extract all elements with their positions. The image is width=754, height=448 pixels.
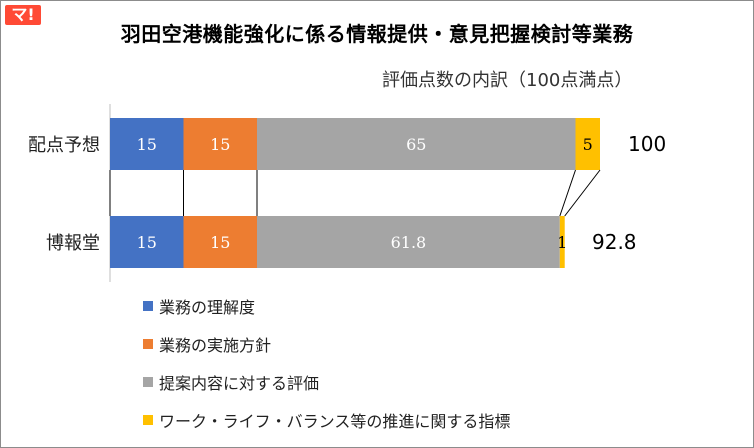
category-label: 配点予想 <box>28 135 100 156</box>
data-label: 1 <box>557 233 567 252</box>
legend-item-proposal: 提案内容に対する評価 <box>143 372 510 393</box>
bar-segment <box>559 216 565 268</box>
data-label: 65 <box>406 135 426 154</box>
data-label: 15 <box>137 233 157 252</box>
bar-segment <box>183 216 257 268</box>
legend-swatch <box>143 415 153 425</box>
legend-swatch <box>143 377 153 387</box>
bar-segment <box>110 118 184 170</box>
category-label: 博報堂 <box>46 233 100 254</box>
total-label: 92.8 <box>592 230 637 254</box>
data-label: 15 <box>210 135 230 154</box>
legend-item-work-life-balance: ワーク・ライフ・バランス等の推進に関する指標 <box>143 410 511 431</box>
series-connector-line <box>559 169 576 217</box>
chart-title: 羽田空港機能強化に係る情報提供・意見把握検討等業務 <box>120 22 634 46</box>
total-label: 100 <box>628 132 666 156</box>
data-label: 61.8 <box>391 233 427 252</box>
bar-segment <box>183 118 257 170</box>
bar-segment <box>257 118 576 170</box>
bar-segment <box>257 216 560 268</box>
bar-segment <box>575 118 600 170</box>
legend-label: ワーク・ライフ・バランス等の推進に関する指標 <box>159 412 511 431</box>
legend-label: 業務の理解度 <box>159 298 256 317</box>
legend-swatch <box>143 301 153 311</box>
data-label: 15 <box>137 135 157 154</box>
brand-logo: マ! <box>5 5 41 25</box>
legend-item-understanding: 業務の理解度 <box>143 296 510 317</box>
legend-swatch <box>143 339 153 349</box>
legend-label: 提案内容に対する評価 <box>159 374 320 393</box>
chart-legend: 業務の理解度 業務の実施方針 提案内容に対する評価 ワーク・ライフ・バランス等の… <box>143 296 510 448</box>
legend-label: 業務の実施方針 <box>159 336 272 355</box>
series-connector-line <box>564 169 601 217</box>
bar-segment <box>110 216 184 268</box>
data-label: 5 <box>583 135 593 154</box>
data-label: 15 <box>210 233 230 252</box>
chart-subtitle: 評価点数の内訳（100点満点） <box>382 70 633 91</box>
legend-item-policy: 業務の実施方針 <box>143 334 510 355</box>
